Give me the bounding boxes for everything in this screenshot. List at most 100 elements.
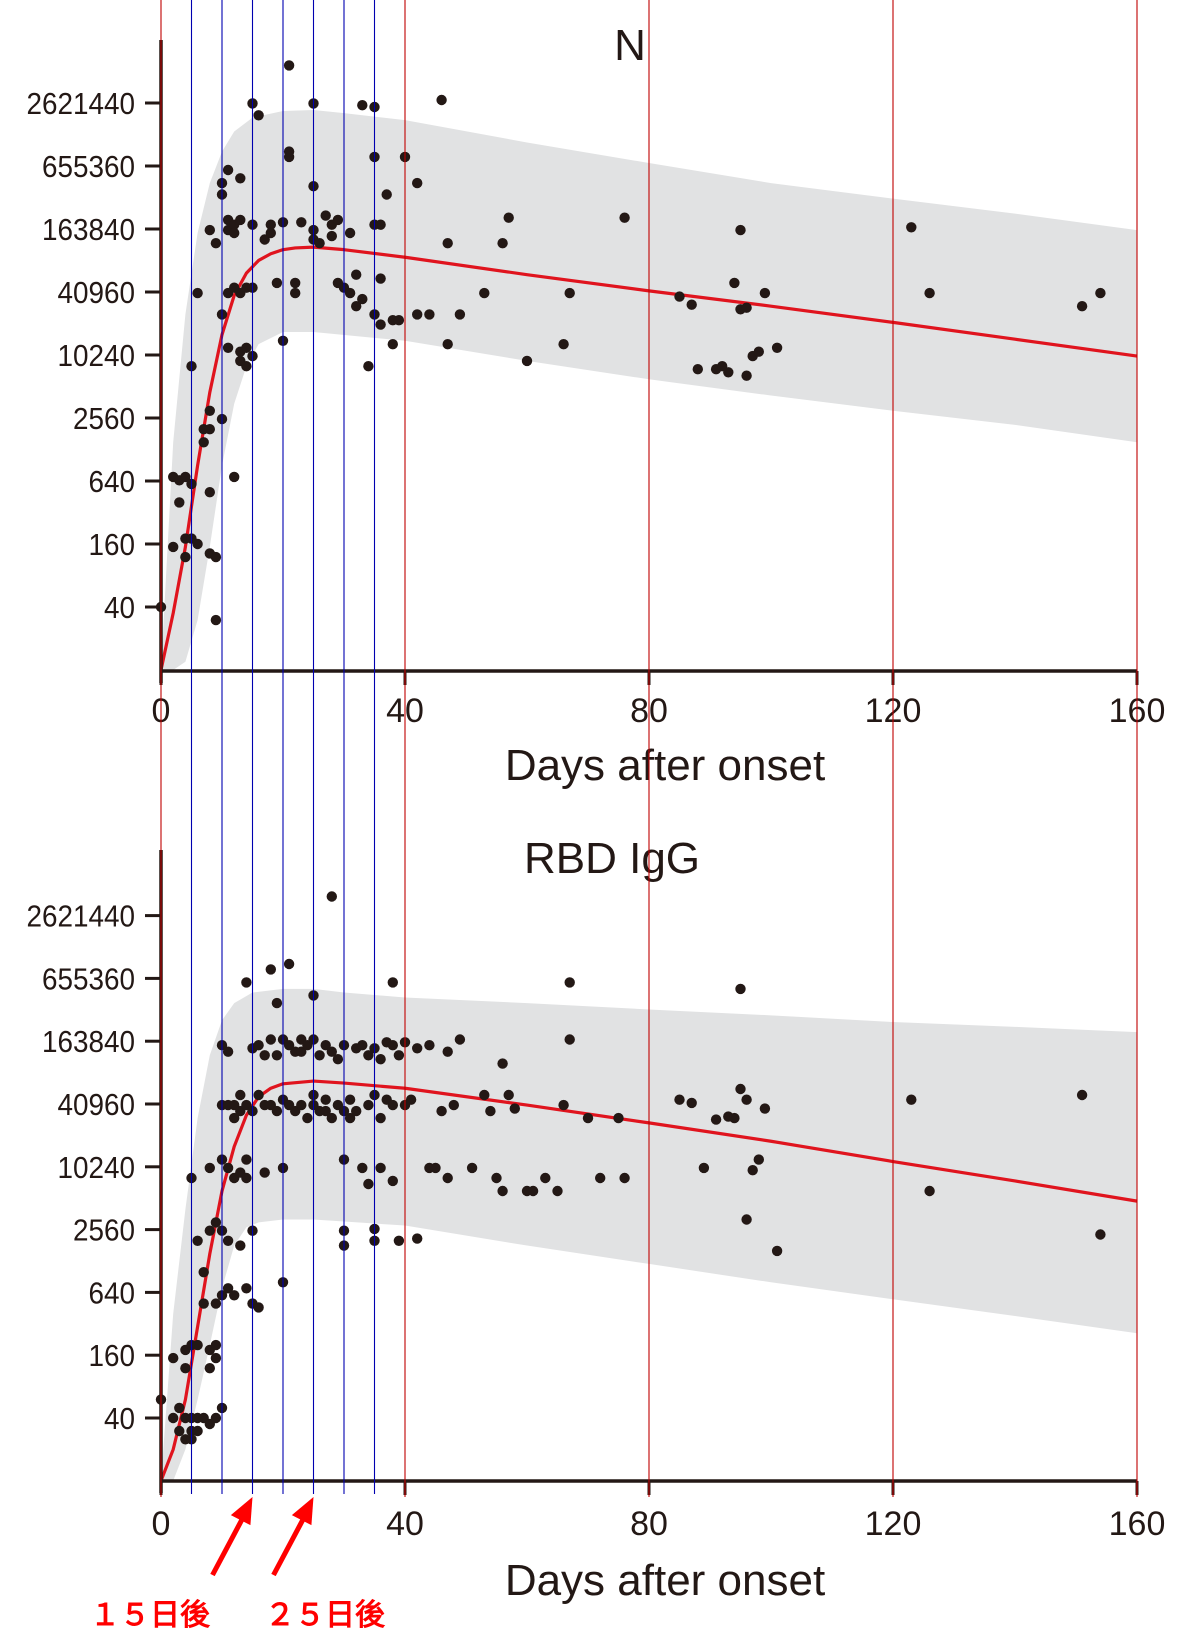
data-point — [698, 1162, 710, 1174]
data-point — [198, 1267, 209, 1278]
y-tick-label: 160 — [89, 527, 136, 562]
data-point — [332, 214, 344, 226]
data-point — [326, 230, 337, 242]
data-point — [229, 227, 240, 239]
y-tick-label: 160 — [89, 1338, 136, 1373]
data-point — [198, 1298, 209, 1309]
data-point — [344, 287, 356, 299]
data-point — [222, 1162, 234, 1174]
data-point — [351, 301, 362, 312]
y-tick-label: 10240 — [58, 1150, 136, 1185]
data-point — [363, 1178, 374, 1190]
data-point — [497, 1185, 508, 1197]
data-point — [442, 1172, 453, 1184]
data-point — [210, 551, 222, 563]
data-point — [375, 1054, 386, 1065]
data-point — [521, 355, 533, 367]
data-point — [686, 299, 697, 310]
data-point — [741, 302, 752, 313]
data-point — [387, 1175, 398, 1187]
y-tick-label: 40 — [104, 590, 135, 625]
data-point — [229, 1290, 240, 1301]
data-point — [552, 1185, 563, 1197]
data-point — [320, 1040, 331, 1051]
data-point — [363, 1099, 374, 1111]
data-point — [174, 1402, 185, 1414]
data-point — [503, 212, 514, 223]
data-point — [442, 1046, 453, 1057]
data-point — [558, 1099, 569, 1111]
data-point — [314, 238, 325, 249]
arrow-head-icon — [230, 1497, 253, 1526]
data-point — [302, 1112, 313, 1124]
data-point — [259, 1050, 270, 1061]
data-point — [283, 60, 295, 71]
data-point — [442, 339, 453, 350]
data-point — [357, 1162, 368, 1174]
data-point — [759, 1103, 771, 1114]
data-point — [747, 1165, 758, 1176]
data-point — [265, 964, 276, 975]
data-point — [210, 1352, 222, 1364]
data-point — [393, 1050, 405, 1061]
data-point — [210, 1298, 222, 1309]
data-point — [253, 1302, 264, 1313]
data-point — [375, 273, 386, 284]
data-points — [155, 60, 1106, 626]
y-tick-label: 640 — [89, 1275, 136, 1310]
data-point — [241, 977, 252, 988]
data-point — [229, 1112, 240, 1124]
data-point — [485, 1105, 496, 1117]
data-point — [210, 1217, 222, 1228]
data-point — [424, 1040, 435, 1051]
data-point — [619, 1172, 630, 1184]
data-point — [204, 424, 215, 435]
data-point — [296, 1046, 307, 1057]
data-point — [180, 1363, 191, 1374]
data-point — [210, 614, 222, 626]
data-point — [564, 977, 575, 988]
y-tick-label: 640 — [89, 464, 136, 499]
data-point — [192, 1339, 203, 1351]
data-point — [1095, 287, 1106, 299]
data-point — [735, 983, 746, 995]
data-point — [351, 269, 362, 280]
data-point — [436, 1105, 447, 1117]
data-point — [924, 287, 935, 299]
data-point — [271, 1050, 283, 1061]
data-point — [393, 1235, 405, 1247]
data-point — [454, 1034, 466, 1045]
data-point — [741, 370, 752, 381]
data-point — [729, 1112, 740, 1124]
data-point — [924, 1185, 935, 1197]
data-point — [491, 1172, 502, 1184]
data-point — [741, 1094, 752, 1105]
data-point — [1076, 301, 1088, 312]
data-point — [344, 1112, 356, 1124]
data-point — [192, 1235, 203, 1247]
data-point — [735, 224, 746, 236]
data-point — [198, 437, 209, 448]
arrow-head-icon — [291, 1497, 314, 1526]
data-point — [454, 309, 466, 320]
data-point — [509, 1103, 520, 1114]
data-point — [692, 364, 703, 375]
data-point — [1076, 1089, 1088, 1101]
data-point — [674, 1094, 685, 1105]
x-tick-label: 160 — [1109, 1505, 1166, 1543]
data-point — [357, 1040, 368, 1051]
data-point — [320, 210, 331, 221]
guide-lines — [160, 0, 1138, 1497]
data-point — [290, 277, 301, 289]
data-point — [753, 346, 764, 357]
data-point — [283, 146, 295, 157]
x-tick-label: 40 — [386, 1505, 424, 1543]
y-tick-label: 2560 — [73, 401, 135, 436]
data-point — [412, 1043, 423, 1054]
y-tick-label: 2621440 — [27, 86, 136, 121]
data-point — [326, 891, 337, 902]
data-point — [375, 319, 386, 330]
annotation-15-days: １５日後 — [90, 1497, 253, 1633]
data-point — [241, 361, 252, 372]
